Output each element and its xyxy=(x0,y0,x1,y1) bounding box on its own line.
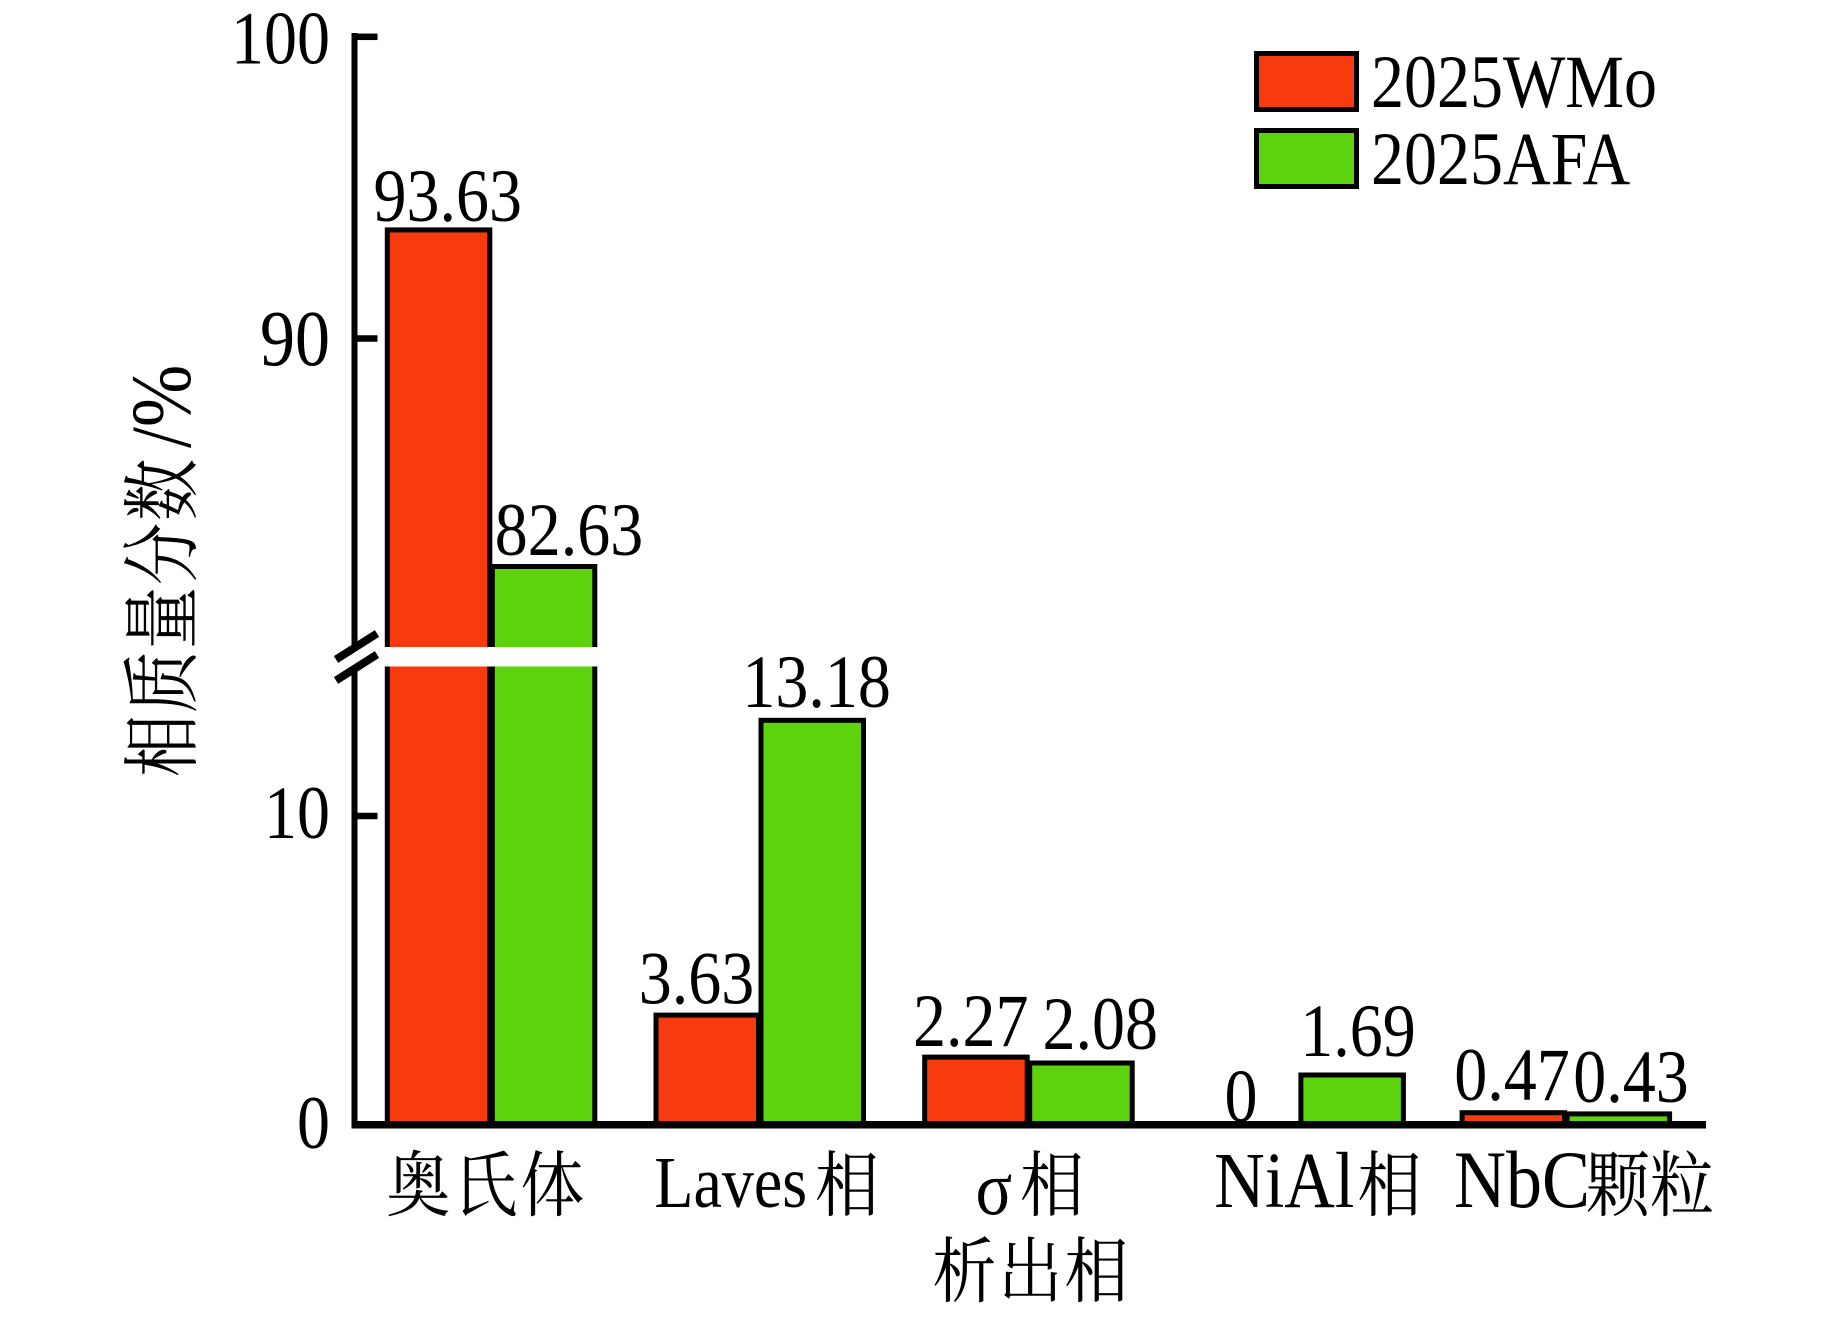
svg-text:/%: /% xyxy=(115,365,210,448)
svg-text:NiAl: NiAl xyxy=(1214,1137,1354,1225)
svg-text:NbC: NbC xyxy=(1454,1134,1590,1225)
svg-text:0.47: 0.47 xyxy=(1454,1034,1569,1117)
svg-text:3.63: 3.63 xyxy=(639,938,754,1021)
svg-text:2.27: 2.27 xyxy=(913,980,1028,1063)
svg-text:Laves: Laves xyxy=(654,1142,807,1223)
svg-text:0: 0 xyxy=(1224,1056,1257,1139)
svg-text:0.43: 0.43 xyxy=(1573,1036,1688,1119)
svg-text:2025WMo: 2025WMo xyxy=(1371,41,1657,124)
svg-text:90: 90 xyxy=(260,295,330,383)
svg-text:2.08: 2.08 xyxy=(1042,983,1157,1066)
svg-text:93.63: 93.63 xyxy=(373,155,521,238)
svg-text:0: 0 xyxy=(297,1082,330,1165)
svg-text:1.69: 1.69 xyxy=(1300,990,1415,1073)
svg-text:σ: σ xyxy=(976,1145,1013,1231)
svg-text:13.18: 13.18 xyxy=(742,641,890,724)
svg-text:100: 100 xyxy=(231,0,330,81)
svg-text:82.63: 82.63 xyxy=(495,489,643,572)
svg-text:2025AFA: 2025AFA xyxy=(1371,118,1630,201)
svg-text:10: 10 xyxy=(264,772,330,855)
